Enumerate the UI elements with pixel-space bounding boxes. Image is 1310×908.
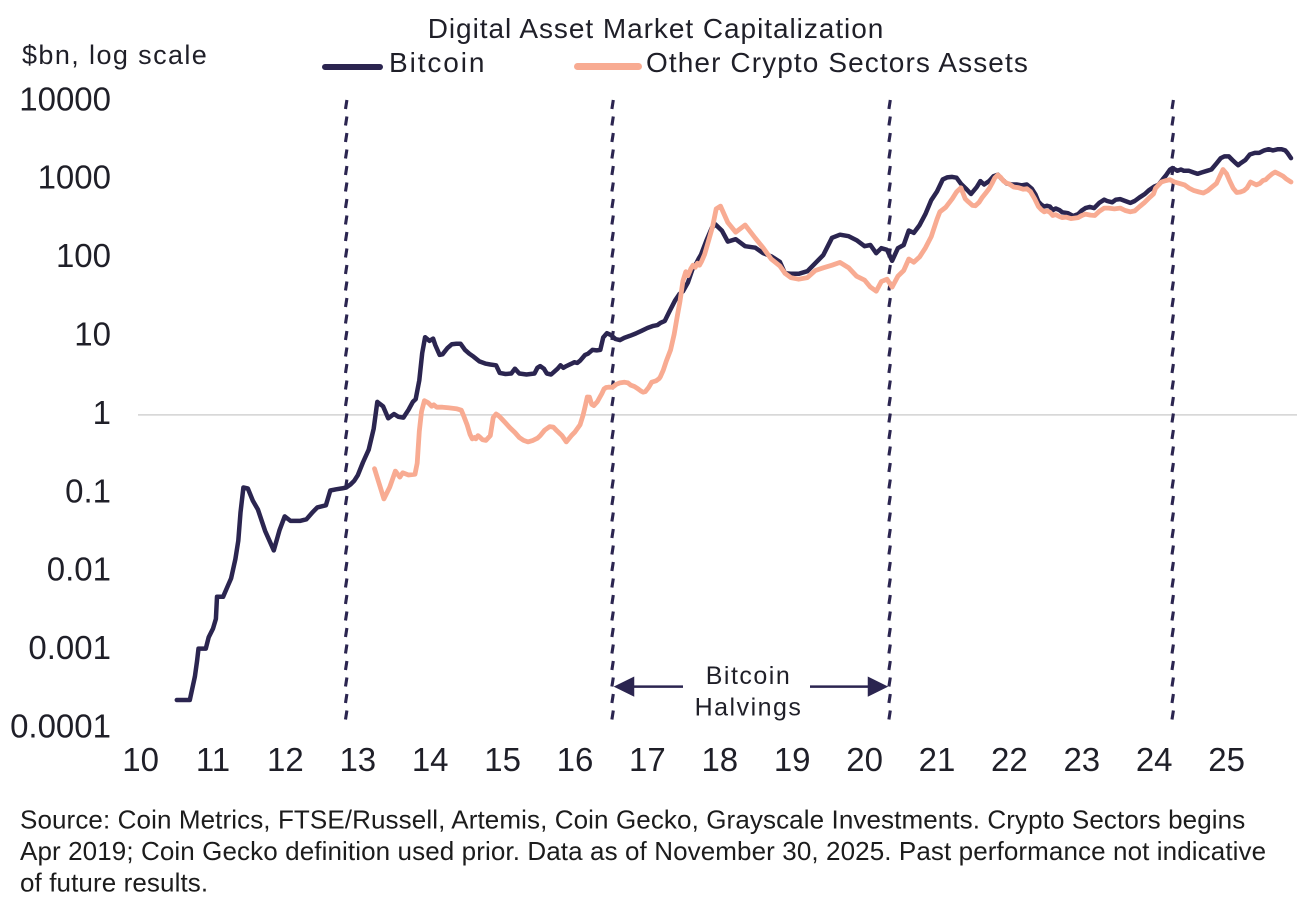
svg-text:0.01: 0.01 [47, 551, 111, 588]
svg-text:12: 12 [267, 741, 304, 778]
svg-text:16: 16 [557, 741, 594, 778]
svg-text:15: 15 [484, 741, 521, 778]
svg-text:Other Crypto Sectors Assets: Other Crypto Sectors Assets [646, 47, 1029, 78]
svg-text:18: 18 [701, 741, 738, 778]
svg-text:0.1: 0.1 [65, 472, 111, 509]
svg-text:0.0001: 0.0001 [10, 708, 111, 745]
svg-text:$bn, log scale: $bn, log scale [22, 40, 208, 70]
svg-text:Halvings: Halvings [695, 694, 803, 722]
svg-text:11: 11 [196, 741, 230, 778]
svg-text:of future results.: of future results. [20, 867, 208, 897]
svg-text:100: 100 [56, 237, 111, 274]
svg-text:10000: 10000 [19, 80, 111, 117]
svg-text:17: 17 [629, 741, 666, 778]
svg-text:Source: Coin Metrics, FTSE/Rus: Source: Coin Metrics, FTSE/Russell, Arte… [20, 805, 1245, 835]
svg-text:Apr 2019; Coin Gecko definitio: Apr 2019; Coin Gecko definition used pri… [20, 836, 1266, 866]
svg-text:25: 25 [1208, 741, 1245, 778]
svg-text:10: 10 [122, 741, 159, 778]
svg-text:Bitcoin: Bitcoin [706, 662, 792, 690]
svg-text:Digital Asset Market Capitaliz: Digital Asset Market Capitalization [428, 13, 885, 44]
svg-text:0.001: 0.001 [28, 629, 111, 666]
svg-text:1: 1 [93, 394, 111, 431]
svg-text:13: 13 [339, 741, 376, 778]
svg-text:24: 24 [1136, 741, 1173, 778]
svg-text:Bitcoin: Bitcoin [389, 47, 486, 78]
svg-text:23: 23 [1063, 741, 1100, 778]
svg-text:20: 20 [846, 741, 883, 778]
svg-text:22: 22 [991, 741, 1028, 778]
svg-text:14: 14 [412, 741, 449, 778]
svg-text:1000: 1000 [38, 159, 111, 196]
svg-text:21: 21 [919, 741, 956, 778]
svg-text:19: 19 [774, 741, 811, 778]
svg-text:10: 10 [74, 316, 111, 353]
